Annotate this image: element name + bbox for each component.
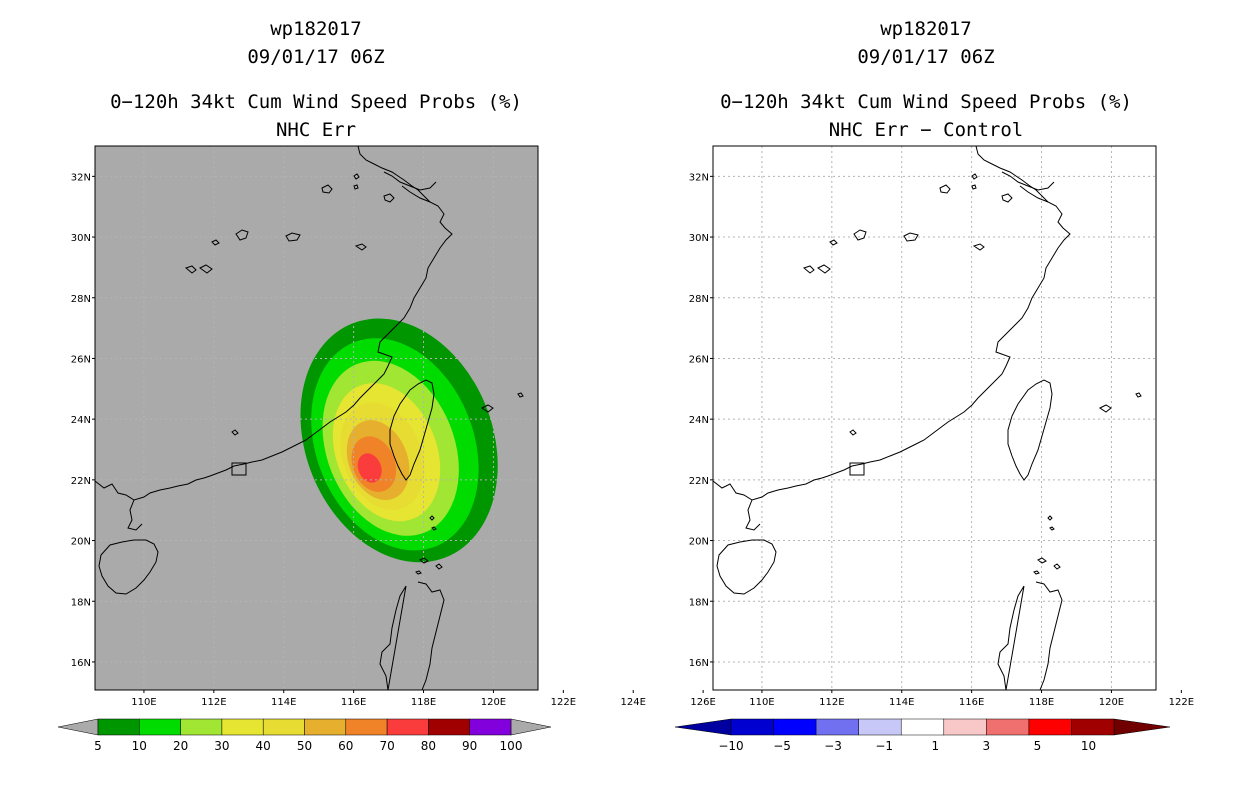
- lat-label: 24N: [689, 415, 709, 426]
- left-storm-id: wp182017: [270, 18, 362, 40]
- lon-label: 116E: [959, 697, 984, 708]
- left-gridlines: [95, 146, 538, 690]
- lat-label: 20N: [71, 537, 91, 548]
- colorbar-swatch: [773, 718, 817, 736]
- lon-label: 114E: [889, 697, 914, 708]
- right-subtitle: NHC Err − Control: [828, 119, 1024, 141]
- colorbar-over-arrow: [510, 718, 552, 736]
- probability-contours: [300, 318, 498, 563]
- colorbar-label: −3: [824, 739, 842, 753]
- right-gridlines: [713, 146, 1156, 690]
- colorbar-swatch: [139, 718, 181, 736]
- colorbar-label: 100: [500, 739, 523, 753]
- lat-label: 30N: [71, 233, 91, 244]
- lat-label: 26N: [71, 354, 91, 365]
- left-axis-labels: 32N 30N 28N 26N 24N 22N 20N 18N 16N 110E 112E 114E 1…: [71, 172, 716, 708]
- lat-label: 22N: [689, 476, 709, 487]
- colorbar-label: 90: [462, 739, 477, 753]
- colorbar-over-arrow: [1113, 718, 1171, 736]
- lat-label: 26N: [689, 354, 709, 365]
- colorbar-label: 60: [338, 739, 353, 753]
- lon-label: 122E: [551, 697, 576, 708]
- colorbar-swatch: [469, 718, 512, 736]
- lat-label: 24N: [71, 415, 91, 426]
- colorbar-swatch: [97, 718, 140, 736]
- colorbar-label: 40: [256, 739, 271, 753]
- lon-label: 112E: [819, 697, 844, 708]
- left-subtitle: NHC Err: [275, 119, 357, 141]
- lat-label: 16N: [689, 658, 709, 669]
- lat-label: 18N: [71, 597, 91, 608]
- colorbar-swatch: [345, 718, 388, 736]
- lat-label: 20N: [689, 537, 709, 548]
- lat-label: 16N: [71, 658, 91, 669]
- lat-label: 28N: [689, 294, 709, 305]
- lat-label: 22N: [71, 476, 91, 487]
- colorbar-label: 3: [982, 739, 990, 753]
- left-map: [95, 146, 538, 690]
- right-title: 0−120h 34kt Cum Wind Speed Probs (%): [720, 91, 1132, 113]
- colorbar-label: 20: [173, 739, 188, 753]
- right-map-frame: [712, 145, 1157, 691]
- lat-label: 18N: [689, 597, 709, 608]
- lat-label: 28N: [71, 294, 91, 305]
- lon-label: 124E: [621, 697, 646, 708]
- lon-label: 118E: [1029, 697, 1054, 708]
- colorbar-label: 10: [132, 739, 147, 753]
- colorbar-under-arrow: [57, 718, 99, 736]
- lat-label: 30N: [689, 233, 709, 244]
- contour-70: [357, 453, 382, 483]
- lon-label: 112E: [201, 697, 226, 708]
- colorbar-label: 30: [214, 739, 229, 753]
- colorbar-label: 50: [297, 739, 312, 753]
- colorbar-swatch: [386, 718, 429, 736]
- colorbar-label: 70: [379, 739, 394, 753]
- lon-label: 122E: [1169, 697, 1194, 708]
- right-axis-labels: 32N 30N 28N 26N 24N 22N 20N 18N 16N 110E 112E 114E 1…: [689, 172, 1194, 708]
- colorbar-label: 5: [1034, 739, 1042, 753]
- right-datetime: 09/01/17 06Z: [857, 46, 995, 68]
- colorbar-swatch: [986, 718, 1030, 736]
- left-datetime: 09/01/17 06Z: [247, 46, 385, 68]
- lon-label: 118E: [411, 697, 436, 708]
- colorbar-swatch: [180, 718, 223, 736]
- colorbar-swatch: [1071, 718, 1115, 736]
- lon-label: 116E: [341, 697, 366, 708]
- lat-label: 32N: [689, 172, 709, 183]
- lon-label: 110E: [131, 697, 156, 708]
- colorbar-swatch: [858, 718, 902, 736]
- colorbar-swatch: [815, 718, 859, 736]
- lat-label: 32N: [71, 172, 91, 183]
- colorbar-label: 5: [94, 739, 102, 753]
- colorbar-swatch: [900, 718, 945, 736]
- colorbar-under-arrow: [674, 718, 732, 736]
- lon-label: 110E: [749, 697, 774, 708]
- lon-label: 120E: [481, 697, 506, 708]
- colorbar-label: −5: [773, 739, 791, 753]
- colorbar-swatch: [730, 718, 774, 736]
- colorbar-label: 1: [931, 739, 939, 753]
- colorbar-swatch: [262, 718, 305, 736]
- right-colorbar: −10 −5 −3 −1 1 3 5 10: [674, 718, 1171, 753]
- lon-label: 126E: [690, 697, 715, 708]
- right-storm-id: wp182017: [880, 18, 972, 40]
- colorbar-swatch: [304, 718, 347, 736]
- colorbar-swatch: [1028, 718, 1072, 736]
- colorbar-label: 80: [421, 739, 436, 753]
- left-map-frame: [94, 145, 539, 691]
- right-map: [713, 146, 1156, 690]
- left-colorbar: 5 10 20 30 40 50 60 70 80 90 100: [57, 718, 552, 753]
- lon-label: 120E: [1099, 697, 1124, 708]
- colorbar-swatch: [943, 718, 987, 736]
- colorbar-label: −1: [875, 739, 893, 753]
- left-title: 0−120h 34kt Cum Wind Speed Probs (%): [110, 91, 522, 113]
- lon-label: 114E: [271, 697, 296, 708]
- right-map-background: [713, 146, 1156, 690]
- colorbar-label: −10: [718, 739, 743, 753]
- colorbar-swatch: [221, 718, 264, 736]
- colorbar-swatch: [428, 718, 470, 736]
- colorbar-label: 10: [1081, 739, 1096, 753]
